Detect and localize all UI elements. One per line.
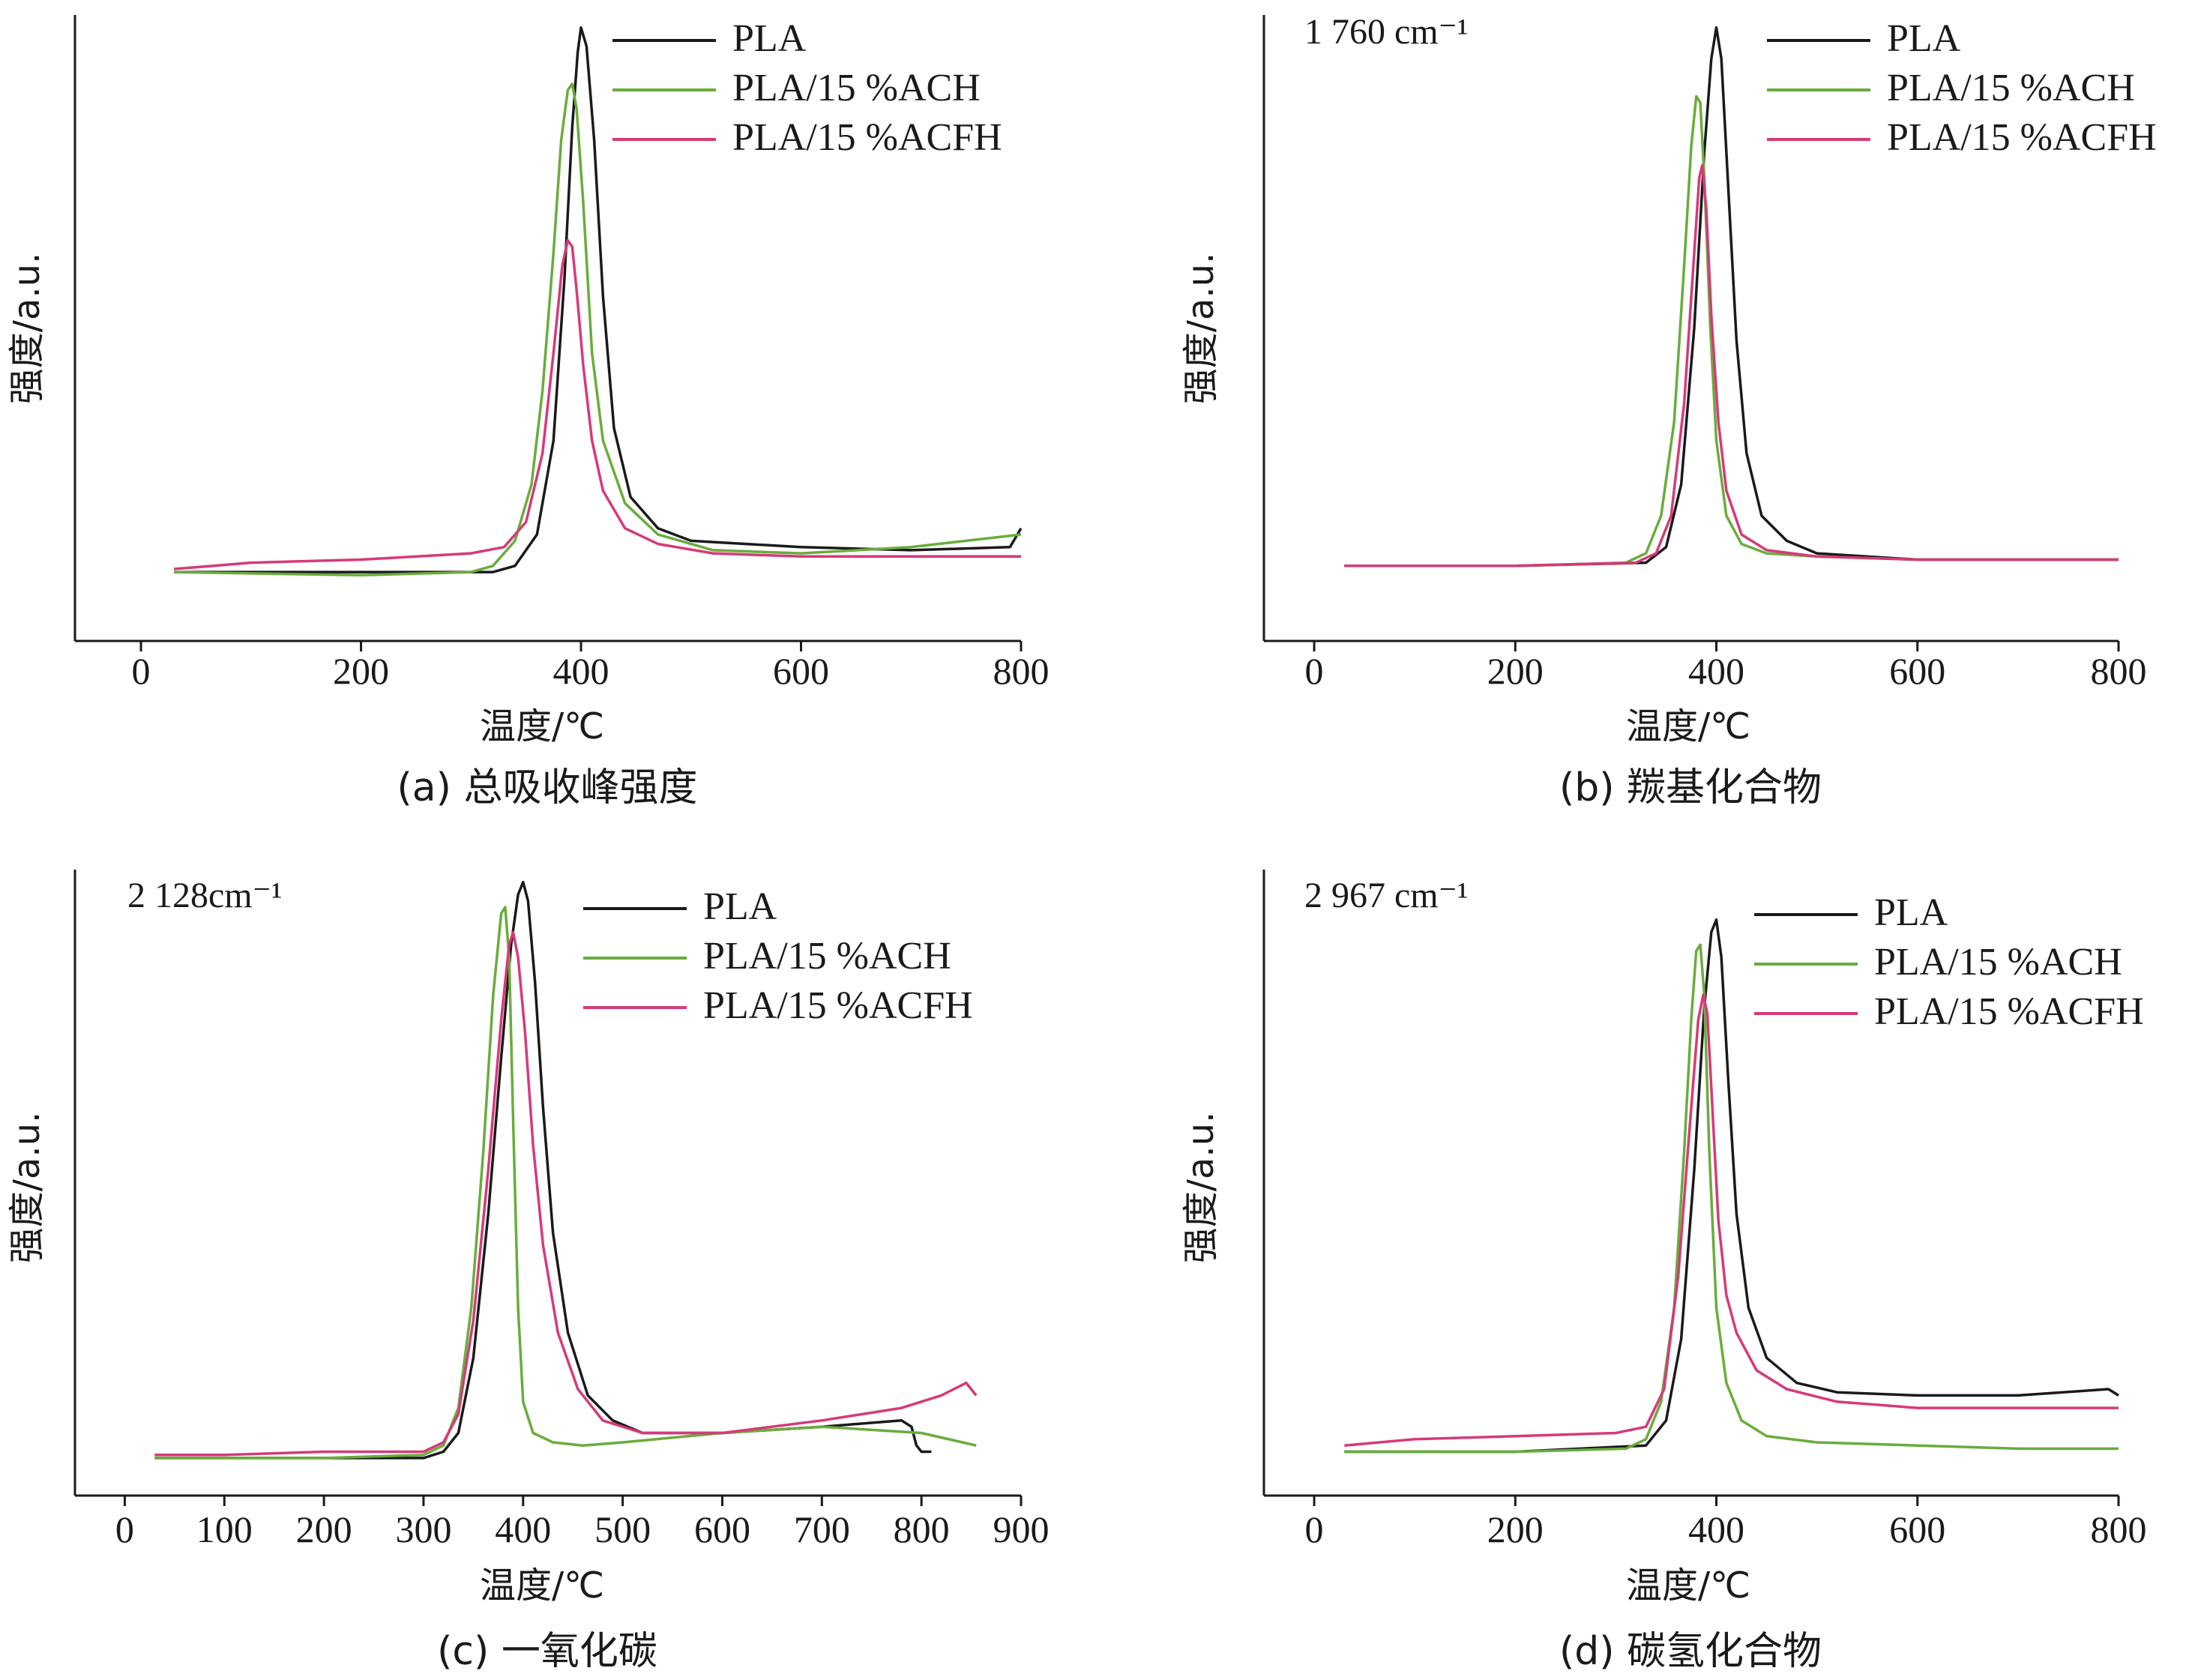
caption-c: (c) 一氧化碳	[437, 1629, 657, 1674]
legend-label-pla-b: PLA	[1887, 17, 1961, 60]
series-lines-d	[1344, 918, 2119, 1454]
legend-label-pla-d: PLA	[1874, 891, 1948, 934]
x-tick-label-c: 800	[894, 1508, 950, 1550]
x-tick-label-d: 800	[2091, 1508, 2147, 1550]
x-tick-label-c: 300	[395, 1508, 451, 1550]
x-ticks-a: 0 200 400 600 800	[132, 641, 1050, 692]
series-line-pla-15-ach-a	[174, 82, 1022, 577]
legend-c: PLA PLA/15 %ACH PLA/15 %ACFH	[583, 885, 973, 1027]
x-tick-label-c: 500	[594, 1508, 651, 1550]
legend-label-pla-15-acfh-c: PLA/15 %ACFH	[703, 984, 973, 1027]
y-axis-label-c: 强度/a.u.	[6, 1112, 48, 1264]
caption-b: (b) 羰基化合物	[1559, 765, 1822, 810]
caption-d: (d) 碳氢化合物	[1559, 1629, 1822, 1674]
legend-label-pla-15-acfh-d: PLA/15 %ACFH	[1874, 990, 2144, 1033]
legend-label-pla-c: PLA	[703, 885, 777, 928]
panel-d: 0 200 400 600 800 PLA PLA/15 %ACH PLA/15 %ACFH…	[1180, 870, 2147, 1674]
x-tick-label-c: 200	[296, 1508, 352, 1550]
x-tick-label-c: 600	[694, 1508, 750, 1550]
series-line-pla-15-ach-d	[1344, 943, 2119, 1454]
x-axis-label-a: 温度/℃	[480, 705, 604, 747]
panel-a: 0 200 400 600 800 PLA PLA/15 %ACH PLA/15 %ACFH…	[6, 15, 1050, 810]
x-tick-label-a: 600	[773, 650, 829, 692]
x-tick-label-b: 0	[1305, 650, 1324, 692]
x-tick-label-b: 400	[1688, 650, 1744, 692]
series-line-pla-15-ach-b	[1344, 94, 2119, 567]
x-tick-label-c: 100	[196, 1508, 253, 1550]
x-ticks-d: 0 200 400 600 800	[1305, 1496, 2147, 1550]
x-tick-label-b: 200	[1487, 650, 1544, 692]
legend-b: PLA PLA/15 %ACH PLA/15 %ACFH	[1767, 17, 2157, 159]
x-tick-label-c: 900	[993, 1508, 1050, 1550]
annotation-c: 2 128cm⁻¹	[127, 876, 282, 915]
x-tick-label-d: 0	[1305, 1508, 1324, 1550]
legend-label-pla-15-ach-b: PLA/15 %ACH	[1887, 67, 2135, 109]
series-line-pla-b	[1344, 25, 2119, 567]
y-axis-label-a: 强度/a.u.	[6, 253, 48, 405]
x-tick-label-c: 0	[115, 1508, 134, 1550]
y-axis-label-b: 强度/a.u.	[1180, 253, 1222, 405]
legend-a: PLA PLA/15 %ACH PLA/15 %ACFH	[612, 17, 1002, 159]
series-lines-b	[1344, 25, 2119, 567]
x-ticks-c: 0 100 200 300 400 500 600 700 800 900	[115, 1496, 1050, 1550]
x-tick-label-b: 600	[1889, 650, 1945, 692]
x-tick-label-a: 200	[333, 650, 389, 692]
series-lines-c	[154, 880, 978, 1460]
series-line-pla-a	[174, 25, 1023, 573]
axes-b	[1262, 15, 2119, 642]
legend-d: PLA PLA/15 %ACH PLA/15 %ACFH	[1754, 891, 2144, 1033]
x-tick-label-d: 600	[1889, 1508, 1945, 1550]
legend-label-pla-15-ach-a: PLA/15 %ACH	[732, 67, 981, 109]
legend-label-pla-a: PLA	[732, 17, 807, 60]
panel-b: 0 200 400 600 800 PLA PLA/15 %ACH PLA/15 %ACFH…	[1180, 12, 2157, 810]
x-tick-label-a: 800	[993, 650, 1050, 692]
x-tick-label-c: 400	[495, 1508, 551, 1550]
x-tick-label-a: 0	[132, 650, 151, 692]
x-tick-label-c: 700	[794, 1508, 850, 1550]
series-line-pla-c	[154, 880, 932, 1460]
x-tick-label-d: 400	[1688, 1508, 1744, 1550]
annotation-d: 2 967 cm⁻¹	[1304, 876, 1468, 915]
legend-label-pla-15-ach-d: PLA/15 %ACH	[1874, 941, 2122, 984]
annotation-b: 1 760 cm⁻¹	[1304, 12, 1468, 52]
legend-label-pla-15-acfh-b: PLA/15 %ACFH	[1887, 116, 2157, 159]
x-ticks-b: 0 200 400 600 800	[1305, 641, 2147, 692]
y-axis-label-d: 强度/a.u.	[1180, 1112, 1222, 1264]
x-axis-label-d: 温度/℃	[1626, 1565, 1750, 1607]
x-axis-label-b: 温度/℃	[1626, 705, 1750, 747]
series-lines-a	[173, 25, 1023, 577]
x-tick-label-d: 200	[1487, 1508, 1544, 1550]
panel-c: 0 100 200 300 400 500 600 700 800 900 PLA PLA/15 %…	[6, 870, 1050, 1674]
series-line-pla-15-acfh-c	[154, 930, 978, 1457]
x-tick-label-b: 800	[2091, 650, 2147, 692]
axes-c	[73, 870, 1021, 1497]
series-line-pla-d	[1344, 918, 2119, 1454]
series-line-pla-15-acfh-b	[1344, 163, 2119, 567]
axes-a	[73, 15, 1021, 642]
legend-label-pla-15-ach-c: PLA/15 %ACH	[703, 935, 951, 978]
series-line-pla-15-acfh-d	[1344, 993, 2119, 1447]
caption-a: (a) 总吸收峰强度	[397, 765, 698, 810]
x-axis-label-c: 温度/℃	[480, 1565, 604, 1607]
series-line-pla-15-acfh-a	[173, 238, 1021, 570]
legend-label-pla-15-acfh-a: PLA/15 %ACFH	[732, 116, 1002, 159]
axes-d	[1262, 870, 2119, 1497]
x-tick-label-a: 400	[553, 650, 609, 692]
